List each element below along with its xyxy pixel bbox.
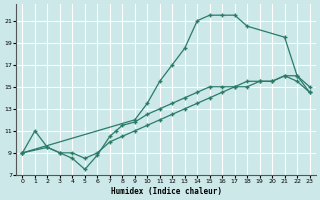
X-axis label: Humidex (Indice chaleur): Humidex (Indice chaleur)	[110, 187, 221, 196]
